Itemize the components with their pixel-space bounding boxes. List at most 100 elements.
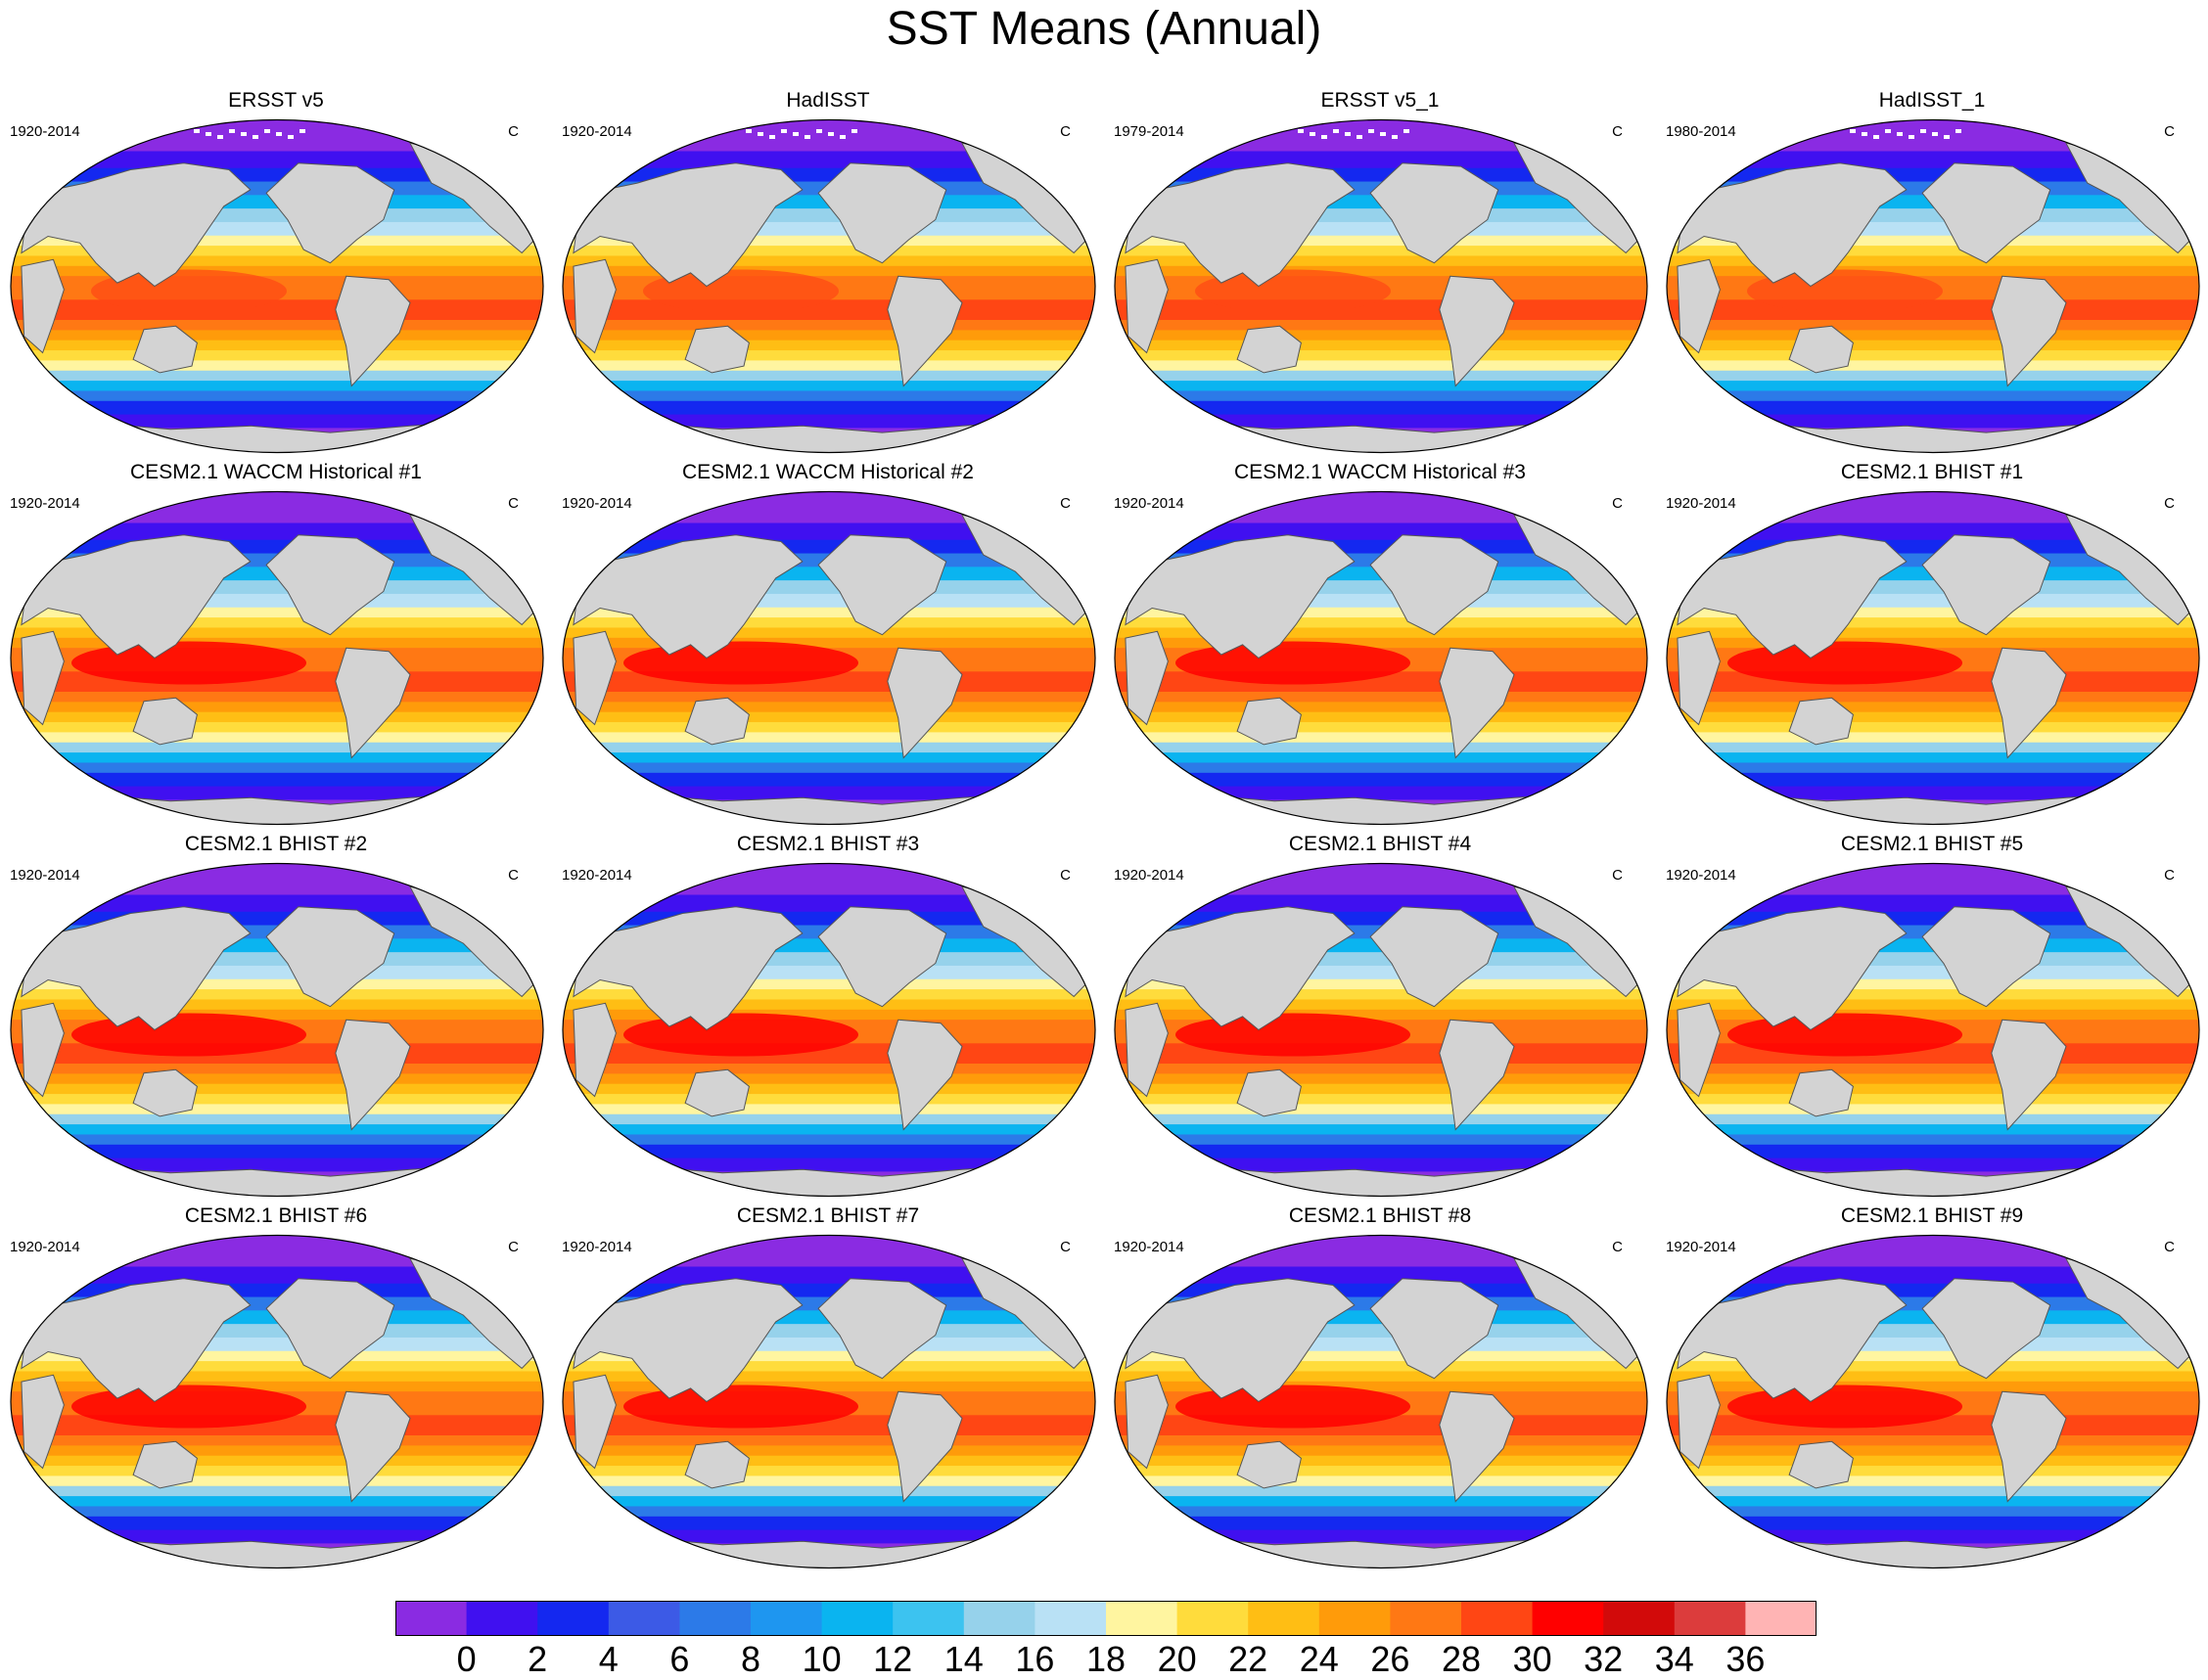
sst-band [563,235,1095,247]
sea-ice [206,132,211,136]
sea-ice [1955,129,1961,133]
sst-band [1667,702,2199,713]
sst-band [1115,894,1647,913]
sea-ice [828,132,834,136]
colorbar-swatch [1532,1601,1604,1636]
sst-band [1115,390,1647,402]
sea-ice [1897,132,1903,136]
land-mass [887,275,963,387]
sea-ice [1357,135,1362,139]
land-mass [21,1278,252,1403]
sst-band [1115,340,1647,351]
land-mass [1788,1068,1854,1117]
sst-band [11,1009,543,1021]
sst-band [1667,235,2199,247]
sst-band [1115,863,1647,895]
sea-ice [217,135,223,139]
sst-band [563,1496,1095,1507]
sst-band [1667,1073,2199,1085]
sst-band [1115,491,1647,523]
land-mass [1125,1374,1169,1470]
sst-band [11,702,543,713]
sst-band [563,1455,1095,1467]
sst-band [11,1445,543,1457]
warm-pool [623,1013,858,1057]
land-mass [684,1068,750,1117]
sst-band [11,350,543,361]
map-panel: HadISST 1920-2014 C [552,88,1104,460]
warm-pool [1727,641,1962,685]
sea-ice [793,132,799,136]
sst-band [1667,1496,2199,1507]
sst-band [1115,1371,1647,1383]
map-border [562,490,1096,826]
sst-band [563,1529,1095,1544]
land-mass [335,647,411,759]
colorbar-swatch [1461,1601,1534,1636]
sst-band [1667,1381,2199,1392]
panel-units: C [2164,1239,2175,1255]
sst-band [11,1073,543,1085]
sst-band [1115,255,1647,267]
sea-ice [1909,135,1914,139]
colorbar-swatch [1318,1601,1391,1636]
land-mass [573,630,617,726]
sst-band [563,627,1095,639]
land-mass [684,325,750,374]
land-mass [1677,1374,1721,1470]
map-panel: CESM2.1 BHIST #4 1920-2014 C [1104,832,1656,1203]
land-mass [265,534,395,636]
sst-band [1667,299,2199,321]
panel-period: 1920-2014 [10,495,80,512]
sst-band [1667,1361,2199,1372]
sst-band [11,742,543,753]
sst-band [563,1435,1095,1446]
sea-ice [229,129,235,133]
sst-band [1115,1381,1647,1392]
land-mass [1125,1278,1356,1403]
sst-band [1115,1073,1647,1085]
warm-pool [71,641,306,685]
map-panel: CESM2.1 WACCM Historical #3 1920-2014 C [1104,460,1656,832]
sea-ice [194,129,200,133]
land-mass [1677,162,1908,288]
sst-band [1667,863,2199,895]
panel-title: CESM2.1 BHIST #7 [736,1204,920,1227]
land-mass [1439,1390,1515,1503]
sst-map [562,118,1096,454]
sst-band [1667,732,2199,744]
land-mass [573,1374,617,1470]
sst-band [1115,522,1647,541]
sst-band [563,1381,1095,1392]
sst-band [563,151,1095,169]
map-panel: CESM2.1 BHIST #2 1920-2014 C [0,832,552,1203]
sst-band [1667,1529,2199,1544]
sst-band [1667,1094,2199,1105]
sea-ice [1321,135,1327,139]
land-mass [1677,258,1721,354]
sst-band [1115,702,1647,713]
sea-ice [816,129,822,133]
colorbar [395,1601,1817,1636]
sst-band [11,711,543,723]
land-mass [573,258,617,354]
sst-band [1667,1144,2199,1159]
sst-band [1115,330,1647,341]
land-mass [1439,275,1515,387]
land-mass [1439,647,1515,759]
sst-band [1667,400,2199,416]
sst-band [563,390,1095,402]
colorbar-tick-label: 8 [740,1639,761,1679]
land-mass [1125,258,1169,354]
sst-band [1667,1266,2199,1285]
sst-band [1115,1113,1647,1125]
warm-pool [1727,1385,1962,1429]
sst-band [563,350,1095,361]
sst-band [1115,1445,1647,1457]
panel-period: 1920-2014 [1114,867,1184,884]
land-mass [335,275,411,387]
sst-band [563,742,1095,753]
land-mass [335,1019,411,1131]
sst-map [1666,118,2200,454]
land-mass [21,630,65,726]
